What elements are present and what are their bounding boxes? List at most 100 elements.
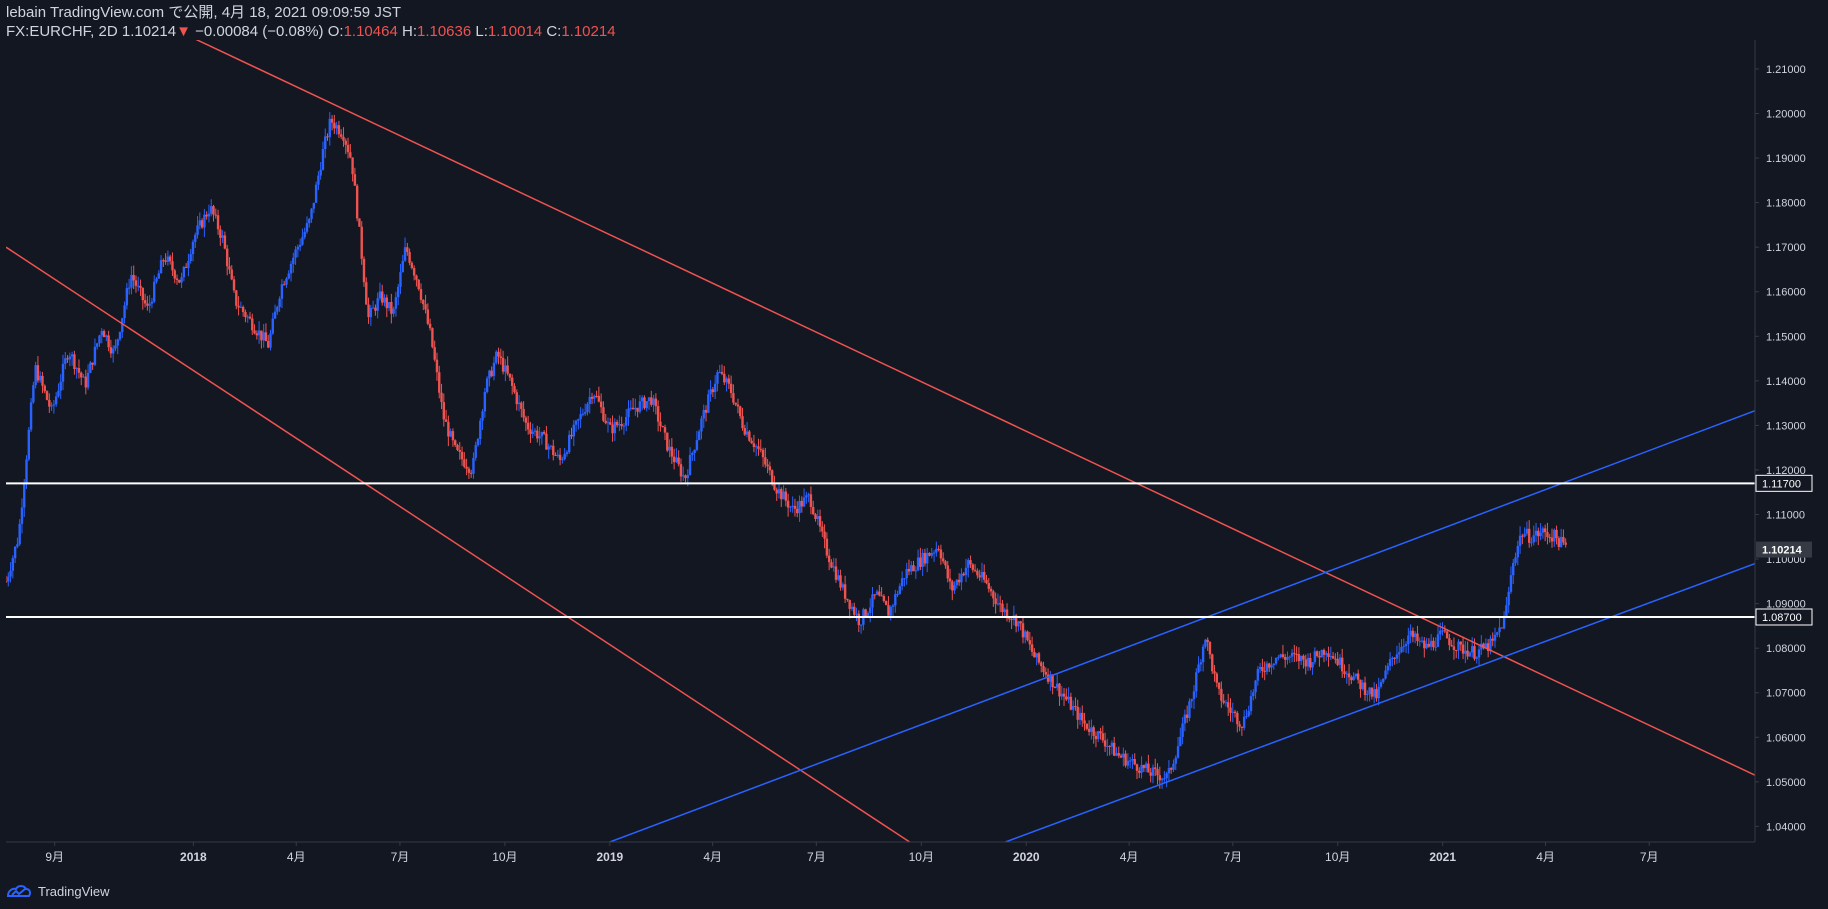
candle-body bbox=[1450, 645, 1453, 647]
candle-body bbox=[77, 368, 81, 373]
candle-body bbox=[1240, 726, 1244, 728]
candle-body bbox=[355, 185, 359, 219]
candle-body bbox=[967, 560, 970, 568]
candle-body bbox=[1233, 711, 1237, 713]
candle-body bbox=[1322, 649, 1326, 655]
candle-body bbox=[809, 494, 813, 508]
candle-body bbox=[1181, 723, 1184, 737]
candle-body bbox=[367, 304, 370, 318]
candle-body bbox=[1268, 663, 1271, 668]
candle-body bbox=[100, 331, 103, 336]
candle-body bbox=[86, 372, 90, 388]
candle-body bbox=[189, 254, 192, 261]
candle-body bbox=[688, 455, 692, 475]
candle-body bbox=[622, 425, 626, 427]
time-tick-label: 2018 bbox=[180, 850, 207, 864]
candle-body bbox=[282, 284, 286, 286]
candle-body bbox=[257, 330, 261, 336]
last-price-box bbox=[1756, 541, 1812, 558]
tradingview-logo-icon[interactable] bbox=[6, 884, 32, 898]
candle-body bbox=[168, 256, 172, 262]
candle-body bbox=[1546, 532, 1549, 538]
candle-body bbox=[951, 581, 954, 591]
price-tick-label: 1.13000 bbox=[1766, 420, 1806, 432]
candle-body bbox=[814, 514, 817, 519]
candle-body bbox=[180, 277, 183, 283]
candle-body bbox=[349, 152, 352, 158]
candle-body bbox=[848, 599, 851, 609]
candle-body bbox=[1523, 533, 1526, 537]
candle-body bbox=[1514, 557, 1517, 563]
candle-body bbox=[1539, 532, 1542, 537]
candle-body bbox=[937, 548, 940, 550]
candle-body bbox=[1302, 655, 1305, 660]
candle-body bbox=[143, 300, 147, 304]
candle-body bbox=[1416, 633, 1419, 642]
candle-body bbox=[1263, 670, 1266, 672]
candle-body bbox=[244, 311, 247, 318]
candle-body bbox=[526, 422, 530, 430]
candle-body bbox=[1366, 693, 1369, 695]
candle-body bbox=[652, 398, 655, 405]
plot-area[interactable] bbox=[5, 24, 1755, 842]
candle-body bbox=[1489, 638, 1492, 651]
candle-body bbox=[198, 220, 202, 226]
candle-body bbox=[73, 354, 76, 369]
candle-body bbox=[394, 297, 398, 309]
candle-body bbox=[492, 362, 496, 377]
candle-body bbox=[1347, 673, 1351, 678]
candle-body bbox=[1393, 657, 1396, 659]
candle-body bbox=[1368, 687, 1371, 694]
candle-body bbox=[1331, 656, 1335, 659]
candle-body bbox=[371, 307, 375, 309]
candle-body bbox=[538, 436, 541, 439]
candle-body bbox=[351, 157, 354, 175]
candle-body bbox=[827, 555, 831, 563]
candle-body bbox=[647, 397, 651, 402]
candle-body bbox=[1534, 530, 1538, 536]
candle-body bbox=[114, 345, 117, 349]
candle-body bbox=[1304, 659, 1307, 667]
close-value: 1.10214 bbox=[561, 23, 616, 40]
candle-body bbox=[1361, 682, 1364, 690]
symbol-label[interactable]: FX:EURCHF, 2D bbox=[6, 23, 118, 40]
candle-body bbox=[1464, 650, 1467, 654]
candle-body bbox=[695, 440, 699, 450]
candle-body bbox=[1008, 618, 1011, 620]
candle-body bbox=[207, 213, 211, 217]
candle-body bbox=[1290, 652, 1294, 657]
candle-body bbox=[1516, 545, 1519, 558]
candle-body bbox=[1167, 768, 1171, 774]
candle-body bbox=[618, 424, 621, 426]
candle-body bbox=[1379, 682, 1383, 687]
candle-body bbox=[1165, 773, 1168, 779]
candle-body bbox=[615, 421, 619, 426]
candle-body bbox=[458, 449, 461, 452]
candle-body bbox=[253, 330, 256, 334]
candle-body bbox=[182, 266, 186, 278]
candle-body bbox=[346, 144, 350, 153]
candle-body bbox=[205, 214, 208, 217]
candle-body bbox=[727, 378, 731, 384]
candle-body bbox=[82, 376, 85, 378]
candle-body bbox=[743, 428, 746, 435]
candle-body bbox=[116, 339, 119, 346]
candle-body bbox=[1281, 654, 1285, 658]
candle-body bbox=[447, 421, 450, 437]
source-name[interactable]: TradingView.com bbox=[49, 4, 165, 21]
candle-body bbox=[121, 318, 124, 333]
candle-body bbox=[1085, 723, 1089, 729]
tradingview-brand[interactable]: TradingView bbox=[38, 883, 110, 899]
candle-body bbox=[267, 341, 270, 348]
candle-body bbox=[109, 347, 113, 354]
candle-body bbox=[1035, 653, 1038, 658]
candle-body bbox=[1026, 631, 1029, 641]
candle-body bbox=[964, 567, 968, 576]
candle-body bbox=[524, 417, 528, 423]
publisher-name[interactable]: lebain bbox=[6, 4, 47, 21]
candle-body bbox=[935, 548, 938, 553]
candle-body bbox=[969, 560, 972, 565]
candle-body bbox=[148, 303, 151, 306]
candle-body bbox=[1345, 673, 1348, 675]
